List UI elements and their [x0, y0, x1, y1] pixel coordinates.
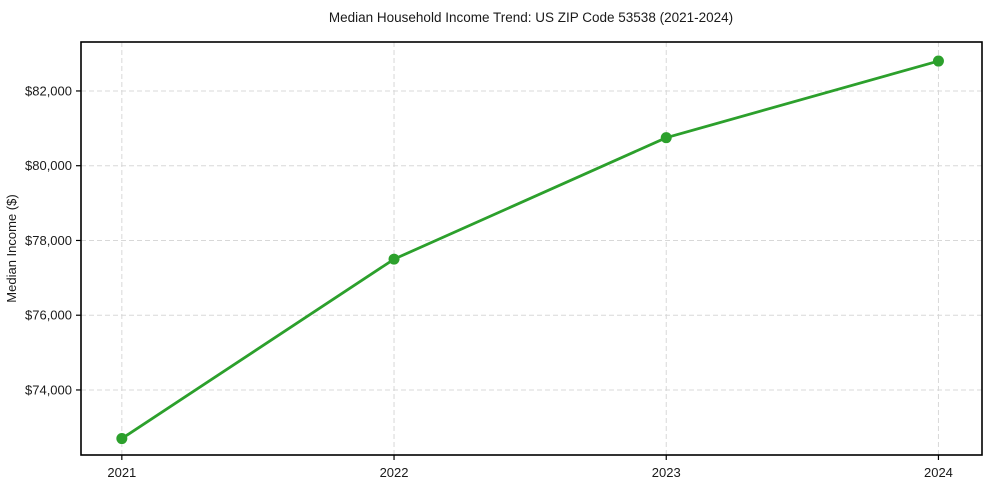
y-tick-label: $76,000: [25, 308, 72, 323]
x-tick-label: 2022: [380, 465, 409, 480]
y-tick-label: $82,000: [25, 83, 72, 98]
x-tick-label: 2024: [924, 465, 953, 480]
y-tick-label: $80,000: [25, 158, 72, 173]
grid-layer: [81, 42, 982, 455]
plot-border: [80, 41, 983, 456]
chart-title: Median Household Income Trend: US ZIP Co…: [329, 10, 733, 25]
x-tick-label: 2021: [107, 465, 136, 480]
tick-label-layer: $74,000 $76,000 $78,000 $80,000 $82,000 2021 2…: [25, 83, 953, 480]
data-point-2022: [388, 253, 400, 265]
series-layer: [116, 55, 944, 445]
data-point-2021: [116, 433, 128, 445]
y-tick-label: $78,000: [25, 233, 72, 248]
data-point-2023: [660, 132, 672, 144]
data-point-2024: [932, 55, 944, 67]
y-axis-label: Median Income ($): [4, 194, 19, 302]
trend-line: [120, 59, 940, 440]
x-tick-label: 2023: [652, 465, 681, 480]
y-tick-label: $74,000: [25, 382, 72, 397]
axes-layer: [76, 41, 983, 460]
